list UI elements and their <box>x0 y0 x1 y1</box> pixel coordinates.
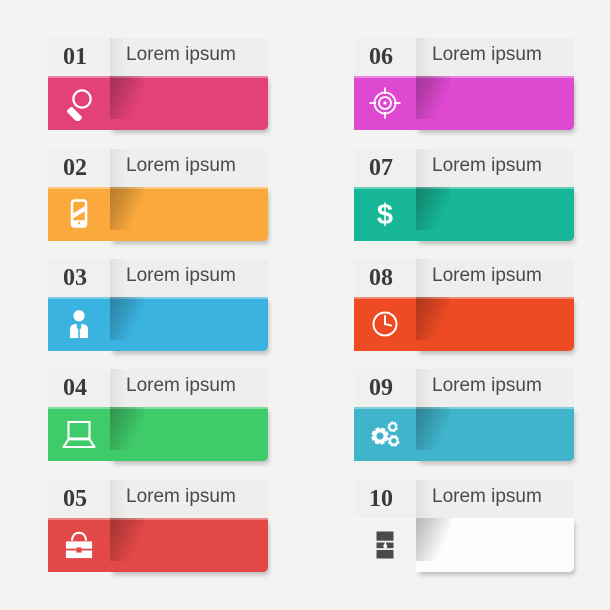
svg-text:$: $ <box>377 199 393 231</box>
